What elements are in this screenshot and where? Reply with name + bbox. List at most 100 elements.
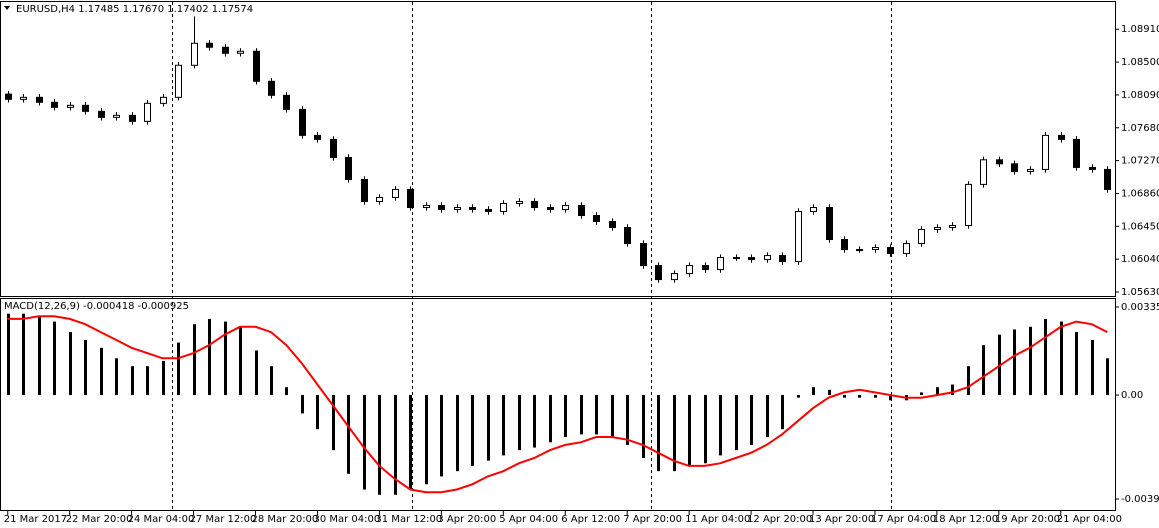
candle-body xyxy=(872,247,879,251)
candle-body xyxy=(299,108,306,136)
macd-bar xyxy=(69,332,72,396)
x-tick-label: 11 Apr 04:00 xyxy=(685,514,750,525)
macd-bar xyxy=(889,395,892,401)
candle-body xyxy=(206,42,213,48)
candle-body xyxy=(593,214,600,222)
x-tick-label: 13 Apr 20:00 xyxy=(809,514,874,525)
macd-bar xyxy=(409,395,412,490)
macd-bar xyxy=(394,395,397,495)
macd-bar xyxy=(1013,329,1016,396)
y-tick-label: 1.08090 xyxy=(1121,90,1159,101)
chart-title: EURUSD,H4 1.17485 1.17670 1.17402 1.1757… xyxy=(16,4,253,15)
x-tick-label: 5 Apr 04:00 xyxy=(499,514,558,525)
candle-body xyxy=(500,202,507,212)
macd-bar xyxy=(84,339,87,396)
macd-bar xyxy=(193,324,196,396)
candle-body xyxy=(268,80,275,96)
candle-body xyxy=(129,114,136,122)
y-tick-label: 1.08910 xyxy=(1121,24,1159,35)
macd-bar xyxy=(673,395,676,472)
candle-body xyxy=(376,196,383,202)
candle-body xyxy=(113,114,120,118)
x-tick-label: 19 Apr 20:00 xyxy=(995,514,1060,525)
main-frame xyxy=(0,1,1116,297)
candle-body xyxy=(82,104,89,112)
candle-body xyxy=(965,183,972,227)
macd-bar xyxy=(920,392,923,396)
macd-bar xyxy=(812,387,815,396)
macd-bar xyxy=(332,395,335,451)
candle-body xyxy=(934,227,941,231)
x-tick-label: 22 Mar 20:00 xyxy=(66,514,133,525)
candle-body xyxy=(562,204,569,210)
candle-body xyxy=(655,265,662,281)
candle-body xyxy=(903,243,910,255)
macd-bar xyxy=(595,395,598,435)
macd-bar xyxy=(704,395,707,464)
macd-bar xyxy=(162,360,165,396)
candle-body xyxy=(1011,163,1018,172)
macd-bar xyxy=(858,395,861,398)
macd-bar xyxy=(255,350,258,396)
candle-body xyxy=(1058,134,1065,140)
candle-body xyxy=(253,50,260,82)
macd-frame xyxy=(0,298,1116,511)
macd-bar xyxy=(177,342,180,396)
macd-bar xyxy=(967,366,970,396)
macd-bar xyxy=(657,395,660,472)
y-tick-label: -0.003962 xyxy=(1121,494,1159,505)
macd-bar xyxy=(115,358,118,396)
candle-body xyxy=(98,110,105,118)
macd-bar xyxy=(208,318,211,396)
candle-body xyxy=(361,178,368,202)
x-tick-label: 30 Mar 04:00 xyxy=(313,514,380,525)
y-tick-label: 1.07270 xyxy=(1121,156,1159,167)
menu-arrow[interactable] xyxy=(4,6,10,10)
candle-body xyxy=(1089,166,1096,170)
macd-bar xyxy=(7,313,10,396)
macd-bar xyxy=(53,321,56,396)
macd-bar xyxy=(1091,339,1094,396)
macd-bar xyxy=(843,395,846,398)
macd-bar xyxy=(874,395,877,398)
candle-body xyxy=(5,93,12,100)
macd-bar xyxy=(440,395,443,477)
macd-bar xyxy=(471,395,474,466)
y-tick-label: 0.00 xyxy=(1121,390,1143,401)
candle-body xyxy=(547,206,554,210)
macd-bar xyxy=(224,321,227,396)
macd-bar xyxy=(564,395,567,438)
macd-bar xyxy=(316,395,319,430)
candle-body xyxy=(237,50,244,54)
x-tick-label: 21 Mar 2017 xyxy=(4,514,67,525)
candle-body xyxy=(438,204,445,210)
candle-body xyxy=(764,255,771,261)
y-tick-label: 1.06860 xyxy=(1121,188,1159,199)
macd-bar xyxy=(781,395,784,430)
candle-body xyxy=(918,229,925,245)
candle-body xyxy=(160,96,167,104)
candle-body xyxy=(686,265,693,275)
x-tick-label: 17 Apr 04:00 xyxy=(871,514,936,525)
x-tick-label: 27 Mar 12:00 xyxy=(190,514,257,525)
candle-body xyxy=(531,200,538,208)
macd-bar xyxy=(719,395,722,456)
macd-bar xyxy=(1060,321,1063,396)
candle-body xyxy=(578,204,585,216)
period-separators xyxy=(172,2,892,511)
candle-body xyxy=(702,265,709,271)
candle-body xyxy=(283,94,290,110)
y-tick-label: 1.05630 xyxy=(1121,287,1159,298)
candle-body xyxy=(485,208,492,212)
x-tick-label: 18 Apr 12:00 xyxy=(933,514,998,525)
macd-bar xyxy=(549,395,552,443)
candle-body xyxy=(314,134,321,140)
macd-bar xyxy=(688,395,691,466)
candle-body xyxy=(779,255,786,263)
macd-bar xyxy=(131,366,134,396)
candle-body xyxy=(733,257,740,260)
macd-title: MACD(12,26,9) -0.000418 -0.000925 xyxy=(4,301,189,312)
macd-bar xyxy=(1029,326,1032,396)
macd-bar xyxy=(533,395,536,448)
candle-body xyxy=(841,239,848,251)
